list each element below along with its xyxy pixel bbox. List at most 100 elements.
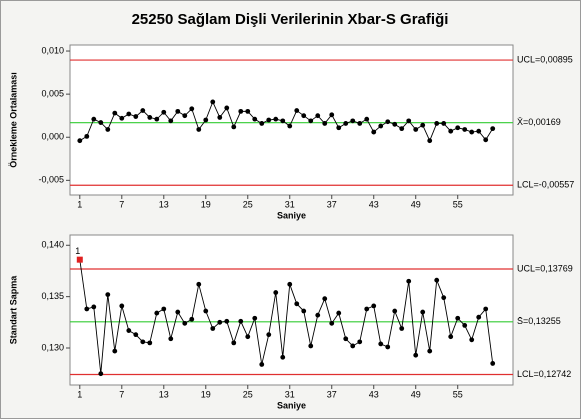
data-point [490,361,496,366]
x-tick-label: 25 [243,389,253,399]
data-point [420,309,426,315]
data-point [350,343,356,349]
data-point [91,304,97,310]
y-axis-label: Örnekleme Ortalaması [8,72,18,168]
control-limit-label: UCL=0,13769 [517,263,573,273]
plot-area [69,234,514,386]
flagged-point [76,256,83,263]
data-point [336,125,342,131]
data-point [385,344,391,350]
data-point [84,133,90,139]
data-point [259,362,265,367]
data-point [322,296,328,302]
data-point [168,118,174,124]
data-point [413,127,419,132]
x-axis-label: Saniye [277,210,306,220]
data-point [245,108,251,114]
data-point [133,332,139,338]
data-point [154,310,160,316]
x-tick-label: 13 [159,199,169,209]
data-point [224,318,230,324]
control-limit-label: LCL=0,12742 [517,369,571,379]
data-point [294,108,300,113]
data-point [322,121,328,126]
y-tick-label: -0,005 [38,175,64,185]
data-point [119,115,125,121]
x-tick-label: 19 [201,199,211,209]
data-point [266,332,272,338]
data-point [203,308,209,314]
data-point [105,292,111,297]
control-limit-label: UCL=0,00895 [517,54,573,64]
data-point [364,116,370,122]
data-point [161,306,167,312]
data-point [371,303,377,309]
data-point [378,341,384,347]
data-point [105,127,111,132]
data-point [210,326,216,331]
data-point [161,109,167,115]
y-tick-label: 0,130 [41,342,64,352]
data-point [189,316,195,322]
y-tick-label: 0,010 [41,45,64,55]
data-point [196,281,202,287]
data-point [462,323,468,328]
plot-area [69,44,514,196]
x-tick-label: 37 [327,389,337,399]
data-point [399,126,405,132]
data-point [168,336,174,342]
data-point [427,348,433,354]
x-tick-label: 7 [119,199,124,209]
data-point [336,310,342,316]
data-point [140,108,146,113]
data-point [196,127,202,132]
flag-label: 1 [75,246,80,256]
data-point [455,315,461,321]
x-tick-label: 49 [411,389,421,399]
data-point [406,118,412,124]
data-point [476,314,482,320]
data-point [154,116,160,122]
data-point [469,337,475,343]
x-tick-label: 55 [453,199,463,209]
x-tick-label: 19 [201,389,211,399]
data-point [469,129,475,135]
data-point [231,340,237,346]
y-tick-label: 0,005 [41,89,64,99]
data-point [301,113,307,119]
data-point [343,336,349,342]
x-tick-label: 1 [77,389,82,399]
data-point [210,99,216,105]
data-point [98,371,104,377]
data-point [189,106,195,112]
data-point [483,137,489,143]
data-point [441,121,447,126]
y-tick-label: 0,000 [41,132,64,142]
data-point [77,138,83,144]
data-point [126,328,132,333]
data-point [280,118,286,124]
data-point [238,108,244,114]
data-point [84,306,90,312]
data-point [91,116,97,122]
data-point [308,118,314,124]
x-tick-label: 7 [119,389,124,399]
data-point [266,117,272,123]
data-point [224,105,230,111]
data-point [406,278,412,284]
data-point [434,277,440,283]
data-point [315,312,321,318]
data-point [245,334,251,340]
chart-title: 25250 Sağlam Dişli Verilerinin Xbar-S Gr… [132,11,449,28]
data-point [280,354,286,360]
data-point [259,121,265,126]
control-limit-label: LCL=-0,00557 [517,180,574,190]
data-point [364,306,370,312]
data-point [455,125,461,131]
data-point [448,128,454,134]
data-point [133,114,139,119]
y-axis-label: Standart Sapma [8,275,18,345]
data-point [420,122,426,128]
data-point [441,295,447,301]
